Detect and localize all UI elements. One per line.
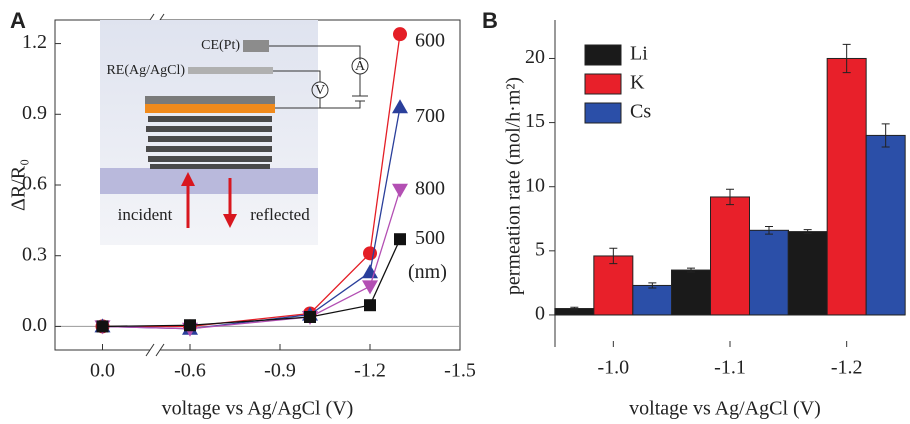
marker: [392, 99, 408, 114]
marker: [184, 319, 196, 332]
x-axis-label: voltage vs Ag/AgCl (V): [162, 398, 354, 420]
error-bar: [687, 267, 695, 273]
y-tick-label: 10: [525, 174, 545, 196]
marker: [364, 299, 376, 312]
y-axis-label: ΔR/R₀: [8, 159, 30, 211]
y-tick-label: 0.3: [22, 243, 47, 265]
marker: [362, 280, 378, 295]
inset-label: V: [315, 83, 325, 98]
y-tick-label: 0.9: [22, 102, 47, 124]
bar: [865, 134, 906, 316]
x-tick-label: 0.0: [90, 360, 115, 382]
error-bar: [570, 306, 579, 311]
bar: [671, 269, 711, 316]
y-tick-label: 15: [525, 110, 545, 132]
x-tick-label: -0.9: [264, 360, 296, 382]
inset-label: reflected: [250, 205, 310, 224]
error-bar: [803, 229, 812, 235]
error-bar: [765, 225, 773, 235]
marker: [393, 27, 407, 42]
y-tick-label: 0: [535, 303, 545, 325]
unit-label: (nm): [408, 261, 447, 283]
bar: [787, 231, 828, 316]
panel-label: B: [482, 8, 498, 33]
legend-swatch: [584, 73, 622, 95]
x-tick-label: -1.2: [354, 360, 386, 382]
axis-break-gap: [150, 346, 160, 354]
panel-label: A: [10, 8, 26, 33]
series-label: 500: [415, 227, 445, 249]
y-tick-label: 0.0: [22, 314, 47, 336]
y-tick-label: 5: [535, 238, 545, 260]
inset-label: A: [355, 59, 366, 74]
series-label: 600: [415, 30, 445, 52]
inset-label: RE(Ag/AgCl): [106, 63, 185, 78]
legend-label: Cs: [630, 101, 651, 123]
bar: [593, 255, 634, 316]
error-bar: [648, 282, 657, 289]
legend-label: Li: [630, 43, 648, 65]
error-bar: [726, 188, 734, 206]
legend-swatch: [584, 44, 622, 66]
x-tick-label: -1.0: [597, 357, 629, 379]
marker: [304, 311, 316, 323]
y-tick-label: 1.2: [22, 31, 47, 53]
bar: [632, 284, 673, 316]
x-tick-label: -1.1: [714, 357, 746, 379]
bar: [826, 57, 867, 316]
inset-schematic: [100, 20, 369, 245]
error-bar: [842, 43, 851, 74]
x-axis-label: voltage vs Ag/AgCl (V): [629, 398, 821, 420]
error-bar: [609, 247, 618, 265]
marker: [392, 183, 408, 198]
x-tick-label: -1.5: [444, 360, 476, 382]
bar: [710, 196, 750, 316]
series-label: 700: [415, 105, 445, 127]
inset-label: CE(Pt): [201, 38, 240, 53]
y-axis-label: permeation rate (mol/h·m²): [503, 77, 525, 295]
axis-break-mark: [145, 343, 155, 357]
x-tick-label: -0.6: [174, 360, 206, 382]
marker: [96, 320, 109, 333]
error-bar: [881, 123, 890, 148]
y-tick-label: 20: [525, 46, 545, 68]
marker: [394, 233, 406, 246]
bar: [749, 229, 789, 316]
axis-break-mark: [155, 343, 165, 357]
series-label: 800: [415, 177, 445, 199]
y-tick-label: 0.6: [22, 173, 47, 195]
legend-label: K: [630, 72, 645, 94]
x-tick-label: -1.2: [831, 357, 863, 379]
inset-label: incident: [118, 205, 173, 224]
legend-swatch: [584, 102, 622, 124]
